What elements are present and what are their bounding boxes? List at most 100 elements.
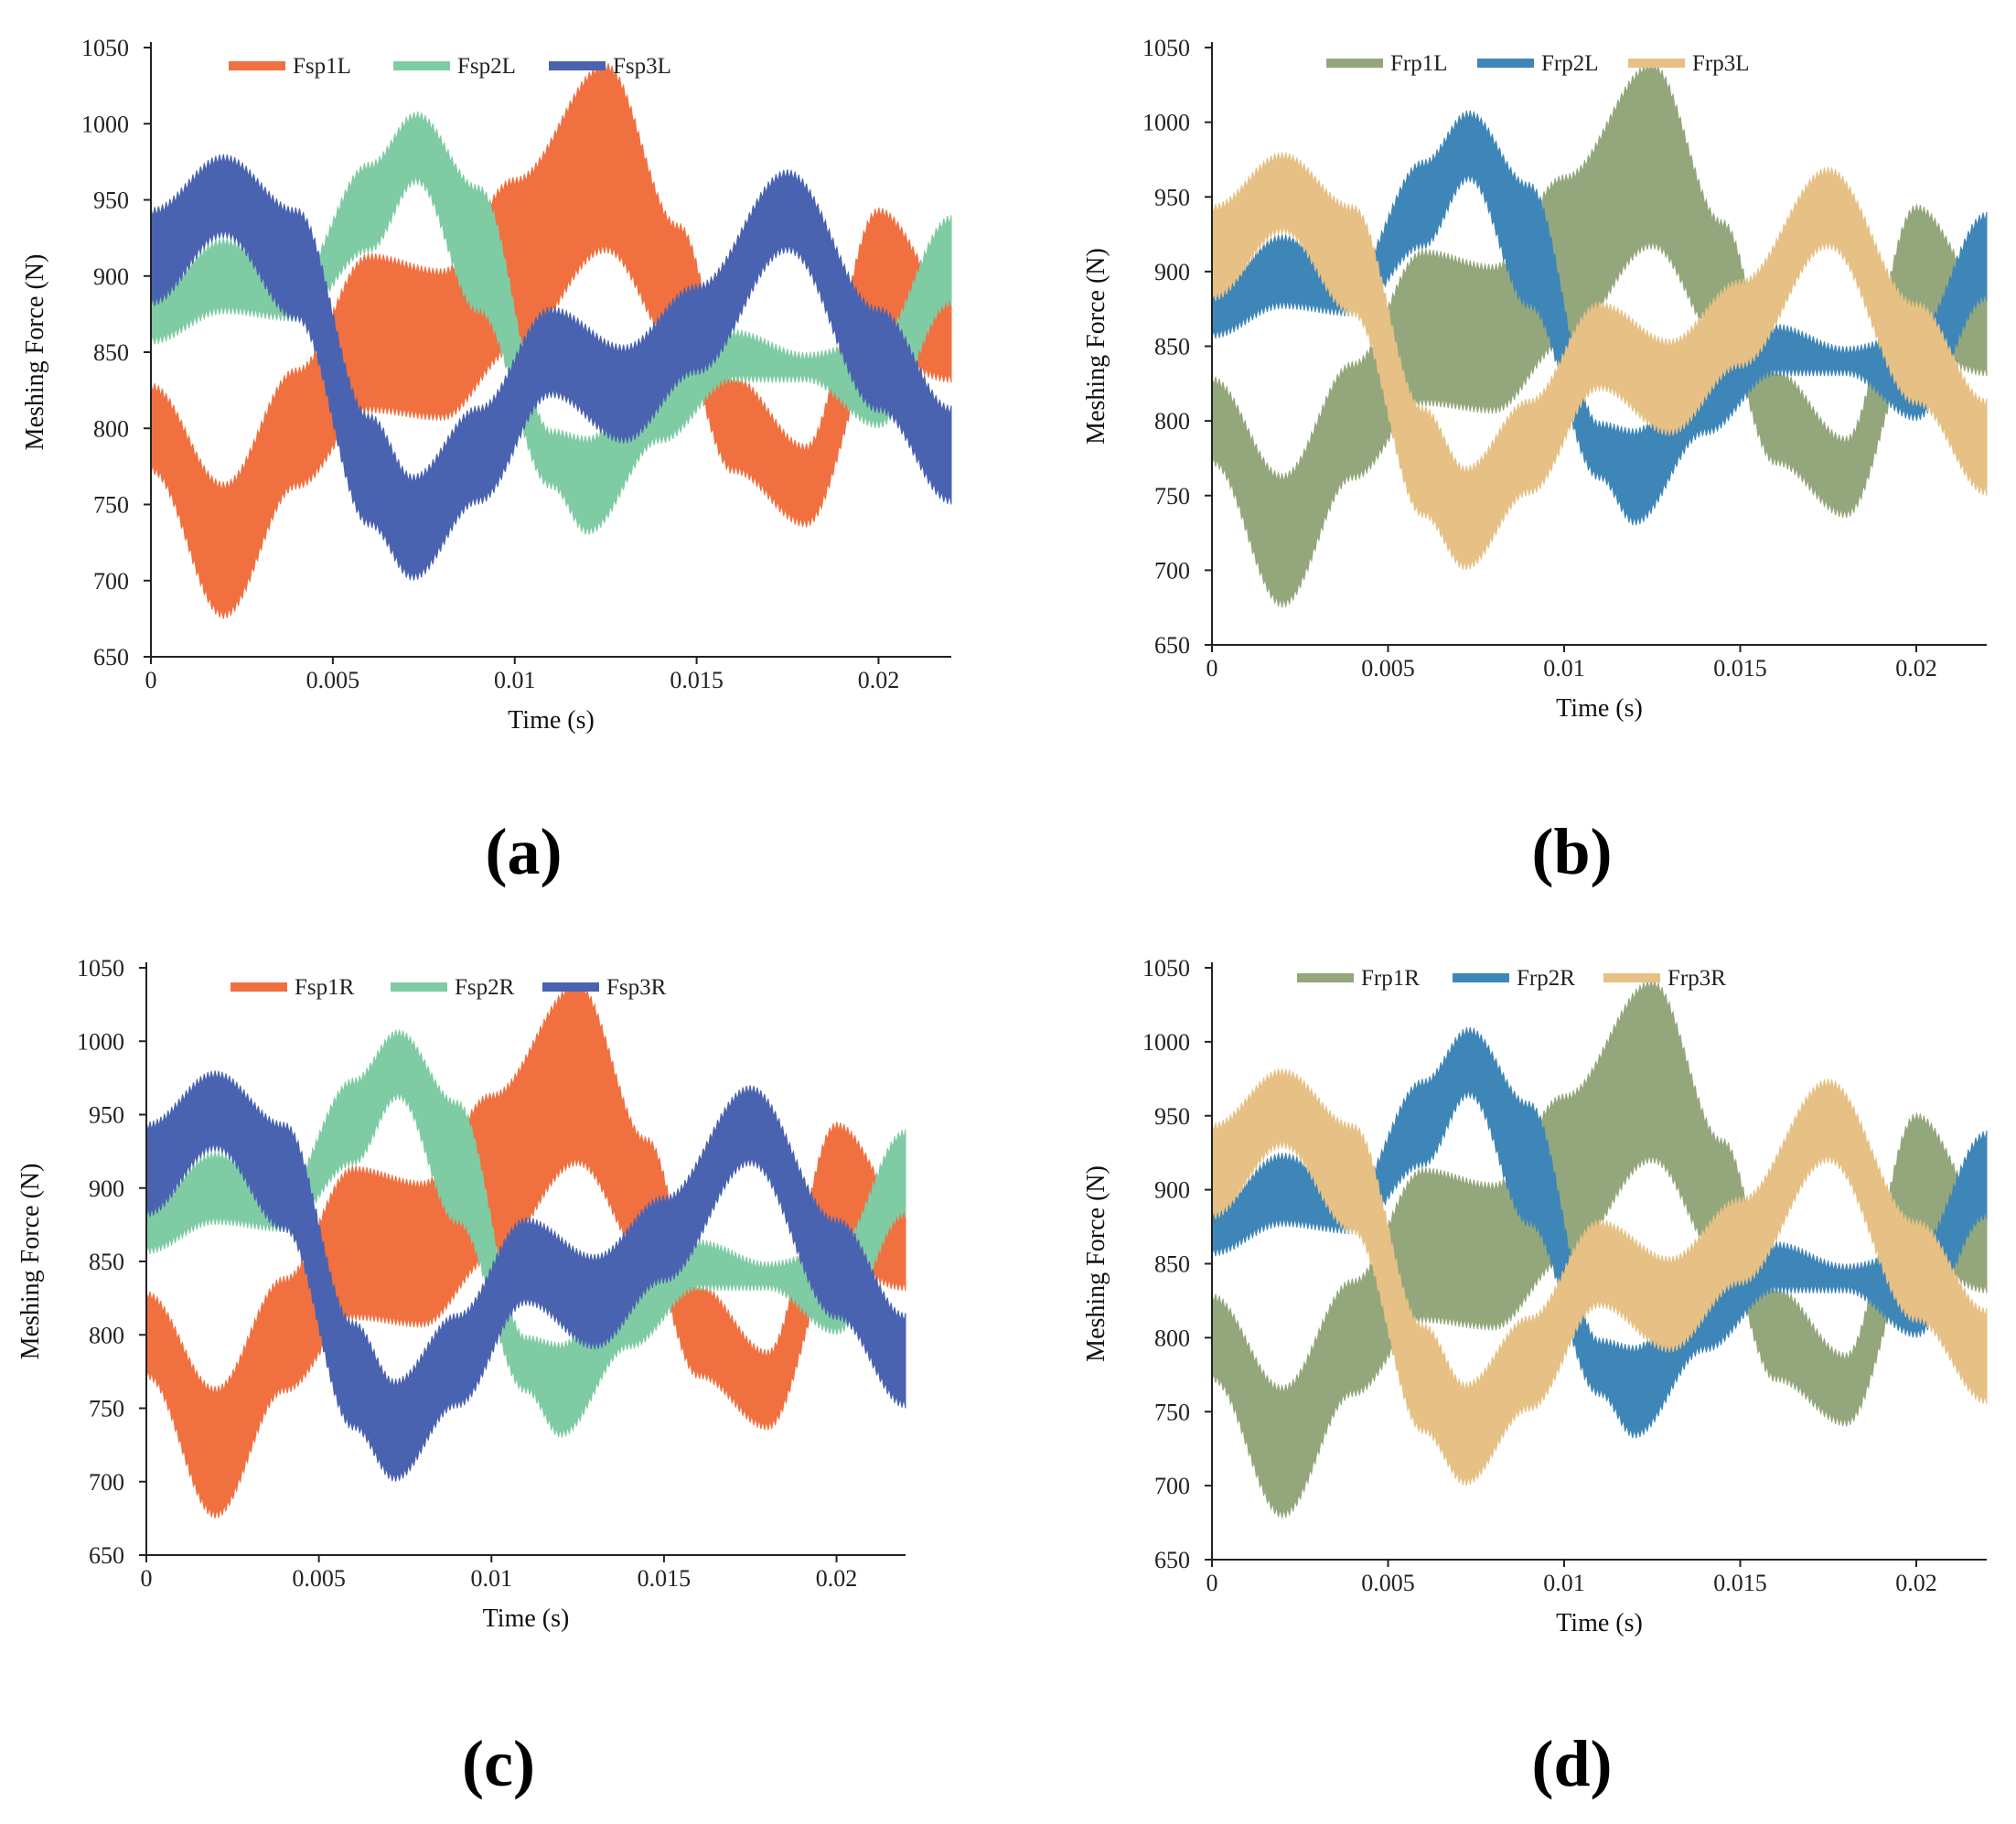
chart-panel-2: 650 700 750 800 850 900 950 1000 1050 0 0.005 0.01 0… [1082,35,1988,723]
x-tick-label: 0.005 [292,1565,346,1592]
y-tick-label: 750 [1154,483,1190,510]
y-tick-label: 900 [1154,259,1190,285]
y-tick-label: 1050 [81,35,129,61]
series-band-Frp1R [1211,979,1988,1518]
legend-label-Fsp3R: Fsp3R [606,975,667,1000]
legend-label-Fsp2L: Fsp2L [457,54,516,79]
y-axis-title: Meshing Force (N) [16,1164,45,1360]
legend: Frp1L Frp2L Frp3L [1326,51,1750,76]
y-tick-label: 900 [93,263,129,290]
y-tick-label: 900 [1154,1177,1190,1204]
panel-label: (d) [1532,1727,1613,1800]
y-tick-label: 750 [89,1396,124,1422]
series-band-Fsp1L [150,62,952,619]
y-tick-label: 800 [89,1322,124,1348]
y-tick-label: 850 [93,339,129,366]
panel-label: (a) [486,815,563,888]
y-tick-label: 750 [1154,1399,1190,1425]
y-tick-label: 1000 [81,111,129,137]
y-tick-label: 700 [1154,1473,1190,1499]
y-tick-label: 1000 [77,1028,124,1055]
chart-panel-3: 650 700 750 800 850 900 950 1000 1050 0 0.005 0.01 0… [16,955,906,1633]
chart-panel-1: 650 700 750 800 850 900 950 1000 1050 0 0.005 0.01 0… [21,35,952,735]
series-band-Fsp1R [145,982,906,1518]
panel-label: (b) [1532,815,1613,888]
legend-label-Frp2R: Frp2R [1517,966,1575,991]
y-tick-label: 700 [93,568,129,595]
y-tick-label: 1050 [77,955,124,982]
y-tick-label: 900 [89,1175,124,1202]
chart-panel-4: 650 700 750 800 850 900 950 1000 1050 0 0.005 0.01 0… [1082,955,1988,1637]
x-tick-label: 0.015 [1713,655,1767,681]
y-tick-label: 750 [93,492,129,519]
x-tick-label: 0.01 [1543,655,1585,681]
legend: Fsp1R Fsp2R Fsp3R [231,975,667,1000]
x-axis-title: Time (s) [508,706,595,735]
x-axis-title: Time (s) [1556,694,1643,723]
x-tick-label: 0.015 [638,1565,692,1592]
x-tick-label: 0.01 [494,667,536,693]
x-tick-label: 0.005 [1361,1570,1415,1596]
y-tick-label: 950 [93,188,129,214]
legend-label-Frp2L: Frp2L [1541,51,1599,76]
legend-label-Fsp3L: Fsp3L [613,54,671,79]
y-tick-label: 800 [1154,1325,1190,1351]
series-band-Frp1L [1211,62,1988,608]
y-axis-title: Meshing Force (N) [1082,248,1110,445]
y-tick-label: 850 [1154,334,1190,360]
y-tick-label: 1050 [1142,955,1190,982]
x-tick-label: 0.005 [306,667,360,693]
y-tick-label: 650 [1154,632,1190,659]
series-band-Frp3R [1211,1068,1988,1486]
legend-label-Frp3L: Frp3L [1692,51,1750,76]
x-tick-label: 0.015 [670,667,724,693]
y-tick-label: 650 [93,644,129,671]
y-tick-label: 850 [1154,1251,1190,1278]
y-tick-label: 1000 [1142,1029,1190,1056]
x-tick-label: 0.01 [1543,1570,1585,1596]
y-tick-label: 1050 [1142,35,1190,61]
series-band-Fsp2L [150,111,952,535]
series-band-Frp2L [1211,110,1988,526]
y-tick-label: 950 [89,1102,124,1129]
x-axis-title: Time (s) [483,1604,570,1633]
x-tick-label: 0.005 [1361,655,1415,681]
y-axis-title: Meshing Force (N) [21,254,49,451]
y-tick-label: 1000 [1142,110,1190,136]
legend-label-Fsp1L: Fsp1L [293,54,351,79]
y-tick-label: 950 [1154,1103,1190,1130]
x-tick-label: 0 [145,667,157,693]
series-band-Frp2R [1211,1026,1988,1439]
y-tick-label: 800 [1154,408,1190,435]
x-tick-label: 0.02 [1895,1570,1937,1596]
x-tick-label: 0.02 [1895,655,1937,681]
y-tick-label: 850 [89,1249,124,1275]
x-tick-label: 0.015 [1713,1570,1767,1596]
legend: Fsp1L Fsp2L Fsp3L [229,54,671,79]
x-tick-label: 0 [141,1565,153,1592]
series-band-Frp3L [1211,152,1988,571]
x-tick-label: 0.02 [816,1565,858,1592]
legend-label-Frp1L: Frp1L [1390,51,1448,76]
x-tick-label: 0.01 [471,1565,513,1592]
series-band-Fsp3L [150,154,952,581]
legend-label-Frp1R: Frp1R [1361,966,1420,991]
panel-label: (c) [462,1727,535,1800]
legend-label-Fsp2R: Fsp2R [455,975,515,1000]
y-tick-label: 700 [1154,557,1190,584]
legend: Frp1R Frp2R Frp3R [1297,966,1726,991]
x-tick-label: 0 [1206,1570,1218,1596]
series-band-Fsp2R [145,1029,906,1438]
legend-label-Fsp1R: Fsp1R [295,975,355,1000]
series-band-Fsp3R [145,1070,906,1482]
x-axis-title: Time (s) [1556,1609,1643,1637]
y-tick-label: 950 [1154,184,1190,210]
y-tick-label: 800 [93,415,129,442]
y-tick-label: 700 [89,1469,124,1496]
y-tick-label: 650 [1154,1547,1190,1573]
y-tick-label: 650 [89,1542,124,1569]
x-tick-label: 0.02 [858,667,900,693]
x-tick-label: 0 [1206,655,1218,681]
y-axis-title: Meshing Force (N) [1082,1165,1110,1362]
